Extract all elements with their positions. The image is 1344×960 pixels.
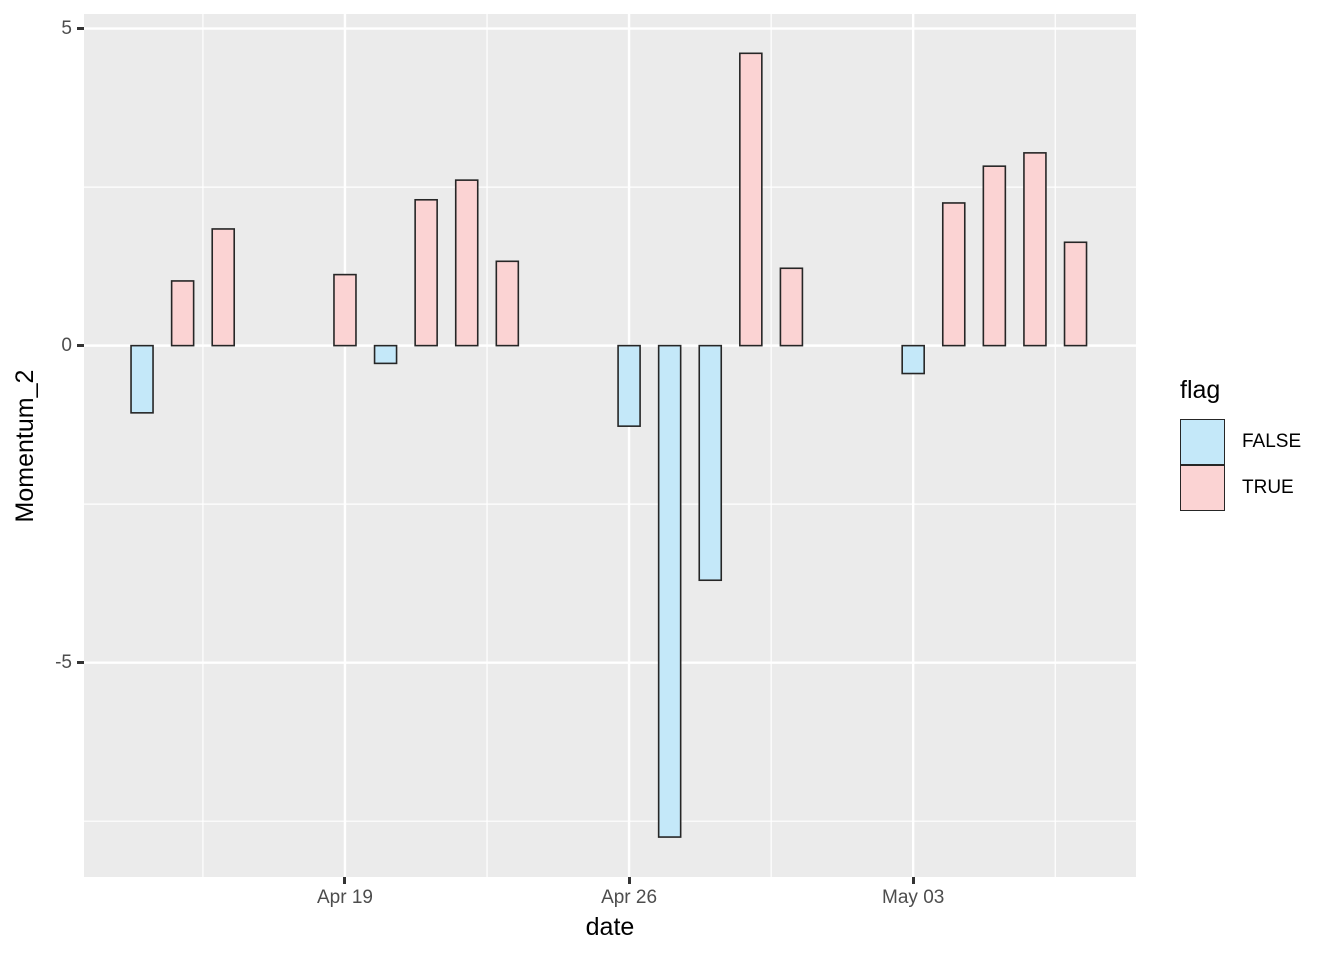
y-tick-label: 0 [61,334,72,356]
legend-label-true: TRUE [1242,477,1294,498]
bar [170,280,195,347]
legend-swatch-true [1180,465,1225,511]
x-tick-label: Apr 19 [316,887,373,908]
bar [333,273,357,347]
major-gridlines [84,14,1136,877]
bar [373,344,398,365]
bar [941,202,966,347]
bar [495,260,520,347]
y-tick-label: 5 [61,17,72,39]
legend-swatch-false [1180,419,1225,465]
bar [901,344,925,375]
x-tick-label: May 03 [882,887,945,908]
plot-panel [84,14,1136,877]
bar [1023,152,1047,347]
y-tick-label: -5 [55,651,72,673]
x-axis-title: date [585,913,635,941]
legend-item-false: FALSE [1180,419,1344,465]
bars-svg [84,14,1136,877]
bar [454,179,479,347]
x-tick-mark [627,877,631,884]
bar [739,52,763,347]
x-tick-mark [911,877,915,884]
bar [779,267,804,347]
bars-group [130,52,1088,838]
bar [1063,241,1088,347]
bar [617,344,641,427]
minor-gridlines [84,14,1136,877]
bar [414,198,438,347]
bar [657,344,682,838]
y-axis-title: Momentum_2 [11,369,39,523]
x-tick-mark [343,877,347,884]
x-tick-label: Apr 26 [601,887,658,908]
bar [130,344,154,414]
bar [698,344,723,582]
y-tick-mark [77,344,84,348]
bar [211,228,236,347]
y-tick-mark [77,661,84,665]
legend: flag FALSE TRUE [1180,376,1344,511]
bar [982,165,1007,347]
y-tick-mark [77,27,84,31]
legend-label-false: FALSE [1242,431,1302,452]
legend-title: flag [1180,376,1221,404]
legend-item-true: TRUE [1180,465,1344,511]
